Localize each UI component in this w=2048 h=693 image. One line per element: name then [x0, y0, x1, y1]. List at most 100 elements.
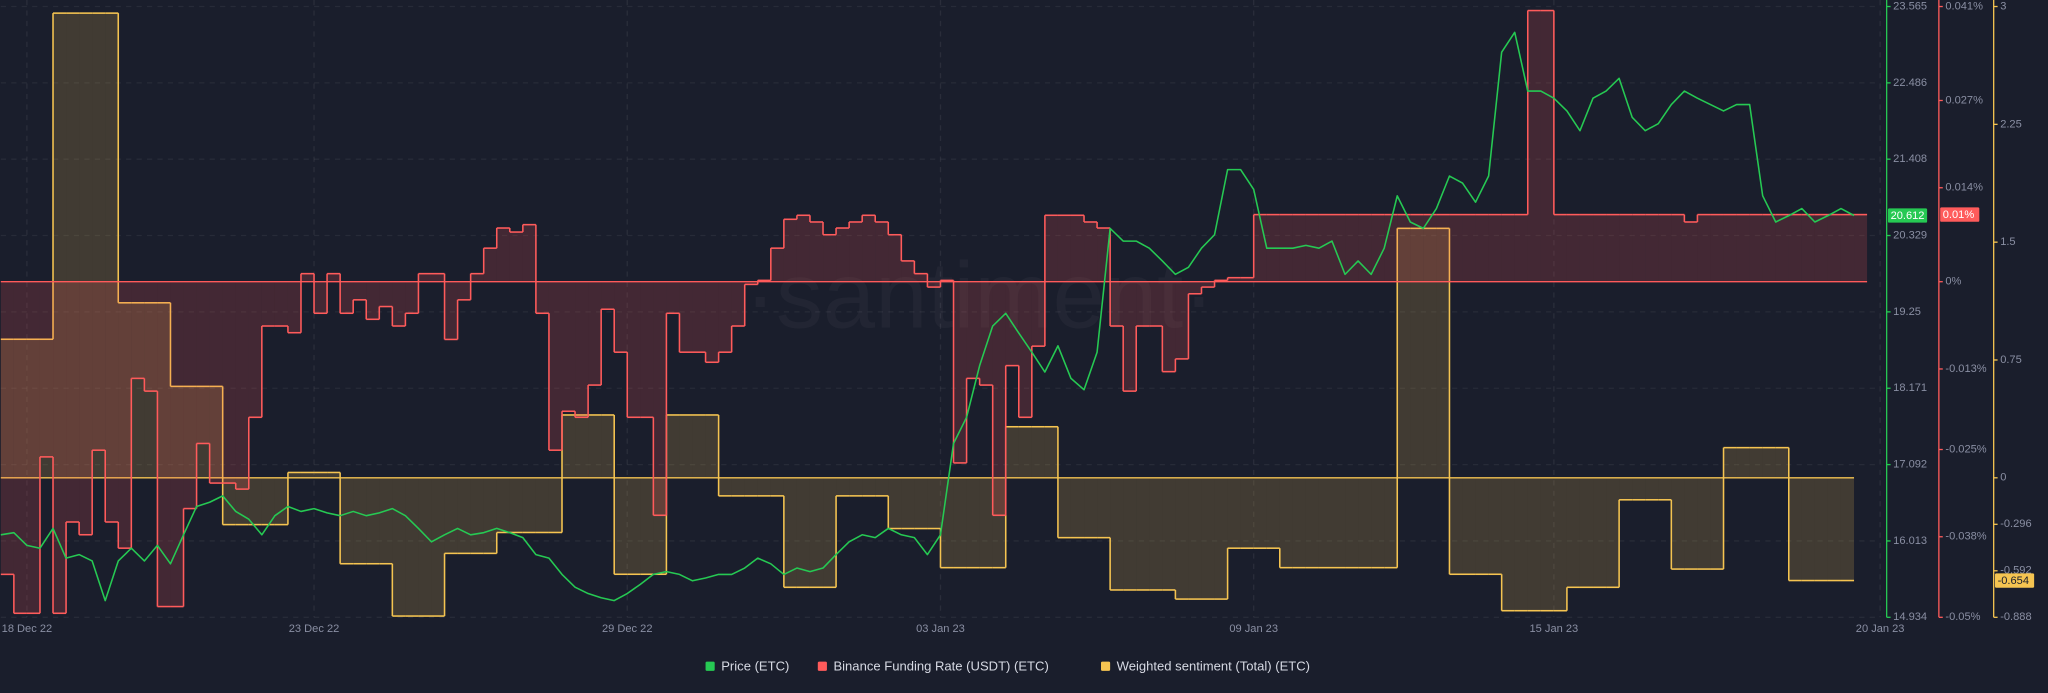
- step-area: [888, 234, 902, 282]
- step-area: [1214, 477, 1228, 600]
- step-area: [392, 281, 406, 327]
- step-area: [66, 281, 80, 522]
- step-area: [1449, 477, 1463, 575]
- step-area: [1005, 426, 1019, 478]
- step-area: [705, 414, 719, 478]
- step-area: [1736, 447, 1750, 478]
- y-tick-label: -0.296: [2000, 518, 2031, 530]
- step-area: [405, 281, 419, 314]
- y-tick-label: 14.934: [1893, 611, 1927, 623]
- step-area: [1827, 214, 1841, 282]
- step-area: [1070, 215, 1085, 282]
- step-area: [53, 13, 67, 478]
- step-area: [196, 281, 210, 444]
- y-tick-label: 0: [2000, 472, 2006, 484]
- step-area: [1070, 477, 1085, 538]
- step-area: [1788, 477, 1802, 581]
- step-area: [444, 477, 458, 554]
- step-area: [1410, 214, 1424, 282]
- step-area: [248, 281, 262, 418]
- step-area: [770, 248, 784, 282]
- step-area: [679, 414, 693, 478]
- step-area: [575, 281, 589, 418]
- step-area: [1031, 281, 1045, 347]
- step-area: [1188, 281, 1202, 294]
- step-area: [548, 477, 562, 533]
- step-area: [105, 281, 119, 522]
- step-area: [457, 281, 471, 300]
- step-area: [1123, 477, 1137, 590]
- step-area: [1162, 477, 1176, 590]
- step-area: [1671, 214, 1685, 282]
- step-area: [849, 221, 863, 282]
- step-area: [483, 248, 497, 282]
- step-area: [627, 477, 641, 575]
- step-area: [157, 302, 171, 478]
- step-area: [783, 477, 797, 588]
- step-area: [1814, 214, 1828, 282]
- step-area: [1057, 215, 1071, 282]
- step-area: [392, 477, 406, 617]
- step-area: [588, 281, 602, 386]
- step-area: [562, 281, 576, 412]
- step-area: [1044, 215, 1058, 282]
- step-area: [1593, 477, 1607, 588]
- step-area: [1018, 426, 1032, 478]
- step-area: [1749, 214, 1763, 282]
- step-area: [274, 281, 288, 327]
- y-tick-label: 17.092: [1893, 459, 1927, 471]
- step-area: [1475, 477, 1489, 575]
- step-area: [1175, 281, 1189, 359]
- step-area: [1318, 477, 1332, 568]
- step-area: [1840, 214, 1855, 282]
- step-area: [1527, 10, 1541, 282]
- legend-label: Weighted sentiment (Total) (ETC): [1117, 658, 1310, 673]
- step-area: [1840, 477, 1855, 581]
- step-area: [783, 219, 797, 282]
- legend-label: Price (ETC): [721, 658, 789, 673]
- step-area: [1097, 228, 1111, 282]
- step-area: [13, 339, 27, 478]
- step-area: [1318, 214, 1332, 282]
- step-area: [1384, 214, 1398, 282]
- step-area: [222, 477, 236, 525]
- step-area: [744, 477, 758, 496]
- step-area: [209, 386, 223, 478]
- step-area: [235, 281, 249, 490]
- step-area: [1201, 477, 1215, 600]
- step-area: [418, 273, 432, 282]
- step-area: [1371, 214, 1385, 282]
- step-area: [666, 414, 680, 478]
- step-area: [535, 281, 549, 314]
- step-area: [509, 477, 523, 533]
- y-tick-label: -0.013%: [1945, 363, 1986, 375]
- step-area: [1423, 228, 1437, 478]
- step-area: [1736, 214, 1750, 282]
- step-area: [692, 414, 706, 478]
- step-area: [261, 477, 275, 525]
- step-area: [1514, 477, 1528, 611]
- step-area: [26, 281, 40, 614]
- x-tick-label: 09 Jan 23: [1229, 623, 1278, 635]
- step-area: [940, 477, 954, 568]
- step-area: [731, 477, 745, 496]
- step-area: [1332, 477, 1346, 568]
- step-area: [1593, 214, 1607, 282]
- step-area: [53, 281, 67, 614]
- step-area: [1149, 281, 1163, 327]
- step-area: [92, 281, 106, 451]
- step-area: [483, 477, 497, 554]
- step-area: [1723, 214, 1737, 282]
- step-area: [1227, 477, 1241, 549]
- y-tick-label: 0%: [1945, 276, 1961, 288]
- step-area: [431, 477, 445, 617]
- step-area: [1084, 477, 1098, 538]
- step-area: [118, 281, 132, 549]
- step-area: [13, 281, 27, 614]
- step-area: [966, 477, 980, 568]
- step-area: [261, 281, 275, 327]
- grid: [0, 0, 1881, 618]
- step-area: [1632, 214, 1646, 282]
- step-area: [966, 281, 980, 379]
